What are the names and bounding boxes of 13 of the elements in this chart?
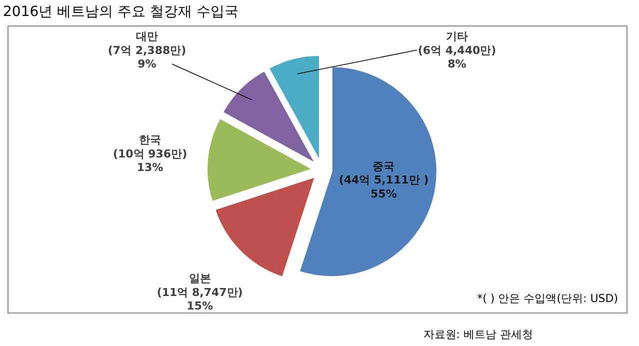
slice-label: 기타 xyxy=(446,30,468,43)
text: 자료원: 베트남 관세청 xyxy=(423,328,533,341)
slice-label: 일본 xyxy=(188,272,211,286)
slice-label: 대만 xyxy=(136,30,158,43)
chart-title: 2016년 베트남의 주요 철강재 수입국 xyxy=(3,4,238,20)
data-label: (6억 4,440만) 8% xyxy=(418,44,496,70)
slice-label: 중국 xyxy=(372,160,395,173)
data-label: (11억 8,747만) 15% xyxy=(156,286,243,313)
data-label: (10억 936만) 13% xyxy=(112,147,188,174)
data-label: (44억 5,111만 ) 55% xyxy=(338,174,429,200)
text: *( ) 안은 수입액(단위: USD) xyxy=(477,292,618,305)
data-label: (7억 2,388만) 9% xyxy=(108,44,186,70)
slice-label: 한국 xyxy=(139,134,162,147)
